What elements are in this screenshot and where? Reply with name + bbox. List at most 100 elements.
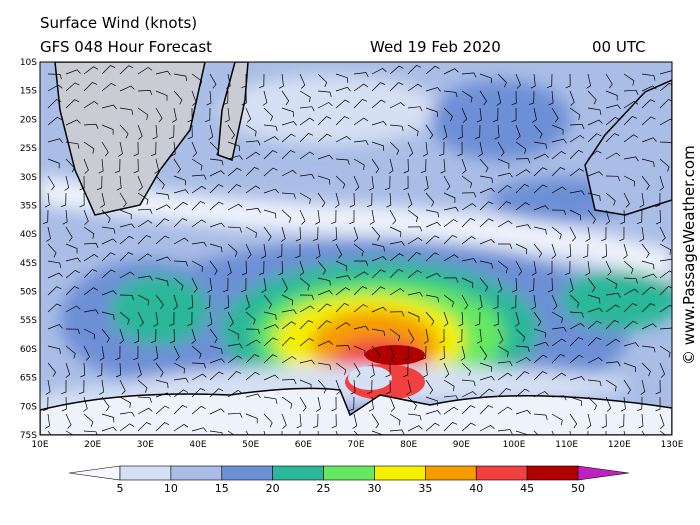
wind-barb bbox=[281, 413, 287, 429]
wind-barb bbox=[425, 235, 440, 245]
wind-barb bbox=[515, 183, 530, 194]
wind-barb bbox=[262, 90, 268, 106]
wind-barb bbox=[407, 237, 423, 245]
wind-barb bbox=[407, 270, 422, 279]
wind-barb bbox=[65, 99, 80, 109]
wind-barb bbox=[605, 209, 611, 225]
wind-barb bbox=[101, 209, 111, 224]
wind-barb bbox=[528, 277, 535, 293]
wind-barb bbox=[101, 290, 117, 296]
title: Surface Wind (knots) bbox=[40, 14, 197, 32]
wind-barb bbox=[461, 107, 468, 123]
wind-barb bbox=[332, 226, 338, 242]
wind-barb bbox=[209, 260, 218, 275]
wind-barb bbox=[443, 406, 459, 415]
wind-barb bbox=[461, 294, 469, 310]
wind-barb bbox=[47, 73, 62, 80]
wind-barb bbox=[96, 362, 103, 378]
wind-barb bbox=[551, 138, 567, 144]
wind-barb bbox=[227, 226, 242, 233]
wind-barb bbox=[547, 261, 553, 276]
wind-barb bbox=[461, 422, 476, 432]
wind-barb bbox=[402, 362, 409, 378]
wind-barb bbox=[281, 321, 296, 330]
wind-barb bbox=[83, 430, 98, 435]
wind-barb bbox=[65, 286, 80, 296]
wind-barb bbox=[443, 379, 455, 392]
wind-barb bbox=[187, 107, 193, 123]
wind-barb bbox=[425, 209, 440, 218]
wind-barb bbox=[263, 226, 272, 242]
wind-barb bbox=[134, 328, 140, 344]
wind-barb bbox=[299, 337, 314, 347]
wind-barb bbox=[245, 311, 256, 325]
wind-barb bbox=[261, 277, 267, 293]
wind-barb bbox=[498, 243, 513, 249]
wind-barb bbox=[659, 226, 666, 242]
wind-barb bbox=[209, 358, 225, 364]
wind-barb bbox=[389, 328, 401, 341]
wind-barb bbox=[191, 185, 207, 194]
wind-barb bbox=[492, 107, 499, 123]
wind-barb bbox=[371, 158, 380, 174]
wind-barb bbox=[389, 65, 404, 75]
wind-barb bbox=[101, 311, 115, 320]
wind-barb bbox=[119, 223, 135, 229]
wind-barb bbox=[425, 422, 440, 432]
wind-barb bbox=[263, 354, 278, 364]
wind-barb bbox=[317, 379, 327, 394]
wind-barb bbox=[497, 220, 513, 228]
wind-barb bbox=[155, 107, 163, 123]
wind-barb bbox=[605, 292, 621, 298]
wind-barb bbox=[477, 294, 483, 310]
wind-barb bbox=[533, 413, 548, 420]
wind-barb bbox=[494, 124, 500, 140]
wind-barb bbox=[474, 124, 481, 140]
wind-barb bbox=[551, 395, 567, 401]
wind-barb bbox=[533, 371, 548, 381]
lat-label: 70S bbox=[20, 402, 37, 412]
wind-barb bbox=[569, 376, 585, 381]
wind-barb bbox=[241, 90, 247, 106]
wind-barb bbox=[425, 124, 434, 140]
wind-barb bbox=[65, 269, 80, 279]
wind-barb bbox=[443, 107, 453, 122]
wind-barb bbox=[425, 87, 441, 92]
wind-barb bbox=[173, 201, 188, 211]
wind-barb bbox=[331, 396, 337, 412]
wind-barb bbox=[137, 192, 149, 205]
wind-barb bbox=[569, 168, 584, 177]
wind-barb bbox=[209, 184, 224, 194]
wind-barb bbox=[227, 328, 240, 340]
wind-barb bbox=[315, 209, 320, 225]
time: 00 UTC bbox=[592, 38, 646, 56]
wind-barb bbox=[420, 158, 427, 174]
wind-barb bbox=[245, 151, 261, 160]
wind-barb bbox=[191, 241, 207, 247]
wind-barb bbox=[299, 294, 315, 301]
wind-barb bbox=[83, 66, 99, 75]
wind-barb bbox=[601, 226, 607, 242]
wind-barb bbox=[569, 149, 584, 160]
wind-barb bbox=[173, 389, 188, 398]
lat-label: 10S bbox=[20, 58, 37, 68]
wind-barb bbox=[155, 277, 169, 287]
wind-barb bbox=[101, 328, 110, 343]
wind-barb bbox=[515, 328, 526, 342]
wind-barb bbox=[389, 311, 405, 317]
wind-barb bbox=[497, 260, 508, 274]
wind-barb bbox=[137, 219, 153, 228]
wind-barb bbox=[296, 413, 302, 429]
wind-barb bbox=[209, 345, 223, 355]
wind-barb bbox=[47, 260, 62, 268]
wind-barb bbox=[461, 258, 477, 263]
wind-barb bbox=[438, 141, 445, 157]
wind-barb bbox=[641, 323, 657, 330]
wind-barb bbox=[263, 337, 278, 347]
wind-barb bbox=[47, 430, 52, 435]
wind-barb bbox=[281, 309, 297, 315]
wind-barb bbox=[65, 328, 81, 335]
wind-barb bbox=[299, 260, 305, 276]
wind-barb bbox=[460, 345, 466, 361]
wind-barb bbox=[639, 192, 645, 208]
